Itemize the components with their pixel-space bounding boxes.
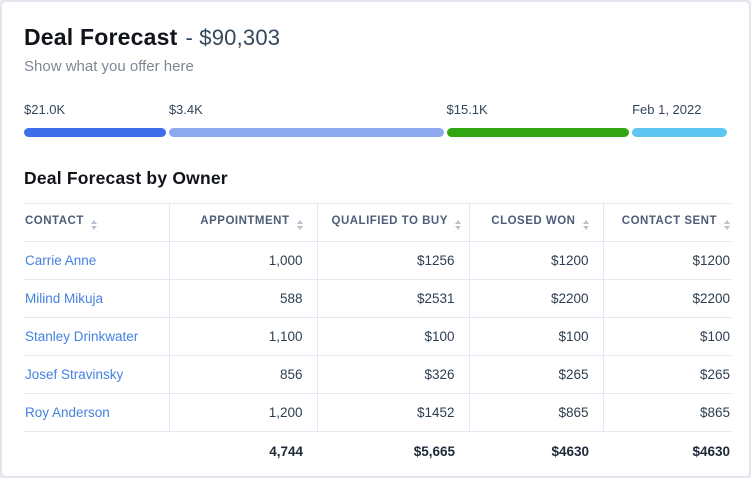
table-row: Milind Mikuja 588 $2531 $2200 $2200	[24, 279, 731, 318]
forecast-bar-segment	[169, 128, 444, 137]
cell-contact: Stanley Drinkwater	[24, 318, 169, 356]
page-title: Deal Forecast - $90,303	[24, 24, 727, 51]
cell-contact: Carrie Anne	[24, 242, 169, 280]
sort-icon[interactable]	[90, 220, 97, 230]
section-title: Deal Forecast by Owner	[24, 168, 228, 188]
deal-forecast-table: CONTACT APPOINTMENT QUALIFIED TO BUY CLO…	[24, 203, 731, 471]
cell-qualified-to-buy: $1256	[316, 241, 469, 280]
column-header-label: QUALIFIED TO BUY	[331, 215, 448, 227]
totals-appointment: 4,744	[269, 444, 303, 459]
table-row: Carrie Anne 1,000 $1256 $1200 $1200	[24, 241, 731, 280]
table-header-row: CONTACT APPOINTMENT QUALIFIED TO BUY CLO…	[24, 203, 731, 242]
sort-icon[interactable]	[582, 220, 589, 230]
cell-appointment: 1,100	[168, 317, 317, 356]
contact-link[interactable]: Carrie Anne	[25, 253, 97, 268]
column-header-contact-sent[interactable]: CONTACT SENT	[602, 203, 731, 242]
totals-row: 4,744 $5,665 $4630 $4630	[24, 432, 731, 472]
cell-closed-won: $2200	[468, 279, 603, 318]
column-header-contact[interactable]: CONTACT	[24, 204, 169, 242]
cell-contact-sent: $2200	[602, 279, 731, 318]
contact-link[interactable]: Josef Stravinsky	[25, 367, 124, 382]
contact-link[interactable]: Roy Anderson	[25, 405, 110, 420]
column-header-qualified-to-buy[interactable]: QUALIFIED TO BUY	[316, 203, 469, 242]
cell-appointment: 588	[168, 279, 317, 318]
cell-appointment: 1,200	[168, 393, 317, 432]
totals-qualified-to-buy: $5,665	[413, 444, 455, 459]
cell-contact-sent: $865	[602, 393, 731, 432]
cell-qualified-to-buy: $326	[316, 355, 469, 394]
cell-contact: Josef Stravinsky	[24, 356, 169, 394]
column-header-label: CONTACT SENT	[621, 215, 717, 227]
forecast-bar-label: $21.0K	[24, 102, 66, 117]
cell-qualified-to-buy: $1452	[316, 393, 469, 432]
table-header: CONTACT APPOINTMENT QUALIFIED TO BUY CLO…	[24, 203, 731, 242]
cell-contact: Milind Mikuja	[24, 280, 169, 318]
forecast-bar-label: $15.1K	[446, 102, 488, 117]
cell-contact-sent: $265	[602, 355, 731, 394]
sort-icon[interactable]	[454, 220, 461, 230]
column-header-closed-won[interactable]: CLOSED WON	[468, 203, 603, 242]
cell-closed-won: $100	[468, 317, 603, 356]
cell-closed-won: $265	[468, 355, 603, 394]
table-row: Stanley Drinkwater 1,100 $100 $100 $100	[24, 317, 731, 356]
cell-appointment: 1,000	[168, 241, 317, 280]
cell-contact-sent: $1200	[602, 241, 731, 280]
forecast-bar-label: $3.4K	[168, 102, 203, 117]
cell-qualified-to-buy: $100	[316, 317, 469, 356]
sort-icon[interactable]	[724, 220, 730, 230]
cell-closed-won: $865	[468, 393, 603, 432]
cell-contact-sent: $100	[602, 317, 731, 356]
cell-contact: Roy Anderson	[24, 394, 169, 432]
page-subtitle: Show what you offer here	[24, 58, 194, 75]
column-header-label: APPOINTMENT	[200, 215, 290, 227]
cell-appointment: 856	[168, 355, 317, 394]
forecast-bar-segment	[446, 128, 630, 137]
contact-link[interactable]: Milind Mikuja	[25, 291, 104, 306]
totals-contact-sent: $4630	[692, 444, 730, 459]
forecast-bar-labels: $21.0K $3.4K $15.1K Feb 1, 2022	[24, 102, 727, 118]
forecast-bar-label: Feb 1, 2022	[632, 102, 702, 117]
forecast-bar-segment	[24, 128, 167, 137]
table-totals: 4,744 $5,665 $4630 $4630	[24, 432, 731, 472]
column-header-label: CONTACT	[25, 215, 84, 227]
column-header-label: CLOSED WON	[491, 215, 576, 227]
sort-icon[interactable]	[296, 220, 303, 230]
cell-closed-won: $1200	[468, 241, 603, 280]
forecast-bar-segment	[632, 128, 728, 137]
page-title-text: Deal Forecast	[24, 24, 178, 50]
table-row: Josef Stravinsky 856 $326 $265 $265	[24, 355, 731, 394]
forecast-amount: - $90,303	[185, 25, 281, 50]
column-header-appointment[interactable]: APPOINTMENT	[168, 203, 317, 242]
forecast-bar	[24, 128, 728, 137]
table-row: Roy Anderson 1,200 $1452 $865 $865	[24, 393, 731, 432]
totals-empty-cell	[24, 432, 169, 472]
cell-qualified-to-buy: $2531	[316, 279, 469, 318]
contact-link[interactable]: Stanley Drinkwater	[25, 329, 139, 344]
totals-closed-won: $4630	[551, 444, 589, 459]
table-body: Carrie Anne 1,000 $1256 $1200 $1200 Milind Mi…	[24, 241, 731, 432]
